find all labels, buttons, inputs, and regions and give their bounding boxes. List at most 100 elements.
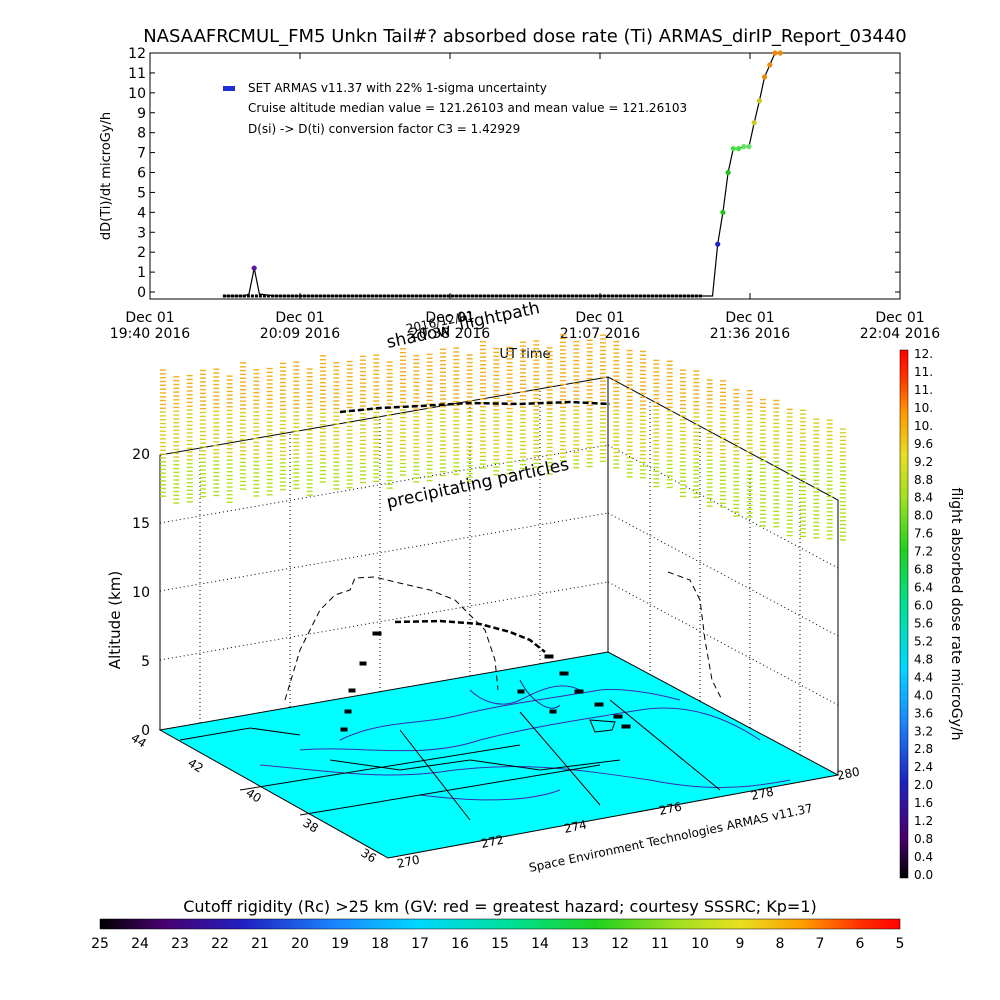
dose-colorbar-tick: 4.8 [914, 652, 933, 666]
cutoff-rigidity-tick: 25 [91, 936, 109, 952]
cutoff-rigidity-tick: 21 [251, 936, 269, 952]
lat-tick-42: 42 [185, 756, 205, 776]
cutoff-rigidity-title: Cutoff rigidity (Rc) >25 km (GV: red = g… [183, 897, 817, 916]
lat-tick-38: 38 [300, 816, 320, 836]
data-point [777, 50, 783, 56]
dose-colorbar-tick: 4.0 [914, 688, 933, 702]
cutoff-rigidity-tick: 10 [691, 936, 709, 952]
legend-line-1: SET ARMAS v11.37 with 22% 1-sigma uncert… [248, 81, 547, 95]
dose-colorbar-tick: 8.4 [914, 491, 933, 505]
dose-colorbar-tick: 0.8 [914, 832, 933, 846]
y-tick-label: 4 [137, 205, 146, 221]
data-point [767, 62, 773, 68]
altitude-shadow-profiles [284, 571, 723, 701]
dose-colorbar-tick: 7.6 [914, 527, 933, 541]
dose-colorbar-tick: 10. [914, 401, 933, 415]
y-tick-label: 0 [137, 285, 146, 301]
alt-tick-5: 5 [141, 654, 150, 670]
x-tick-label-time: 21:07 2016 [560, 326, 641, 342]
data-point [730, 146, 736, 152]
legend-line-3: D(si) -> D(ti) conversion factor C3 = 1.… [248, 122, 520, 136]
y-tick-label: 7 [137, 146, 146, 162]
cutoff-rigidity-ticks: 25 24 23 22 21 20 19 18 17 16 15 14 13 12 11 10 9 8 7 6 5 [91, 936, 904, 952]
back-wall-left [159, 376, 609, 730]
legend-swatch [223, 86, 235, 91]
dose-colorbar-tick: 9.2 [914, 455, 933, 469]
lat-tick-36: 36 [358, 846, 378, 866]
precipitating-particles-field [160, 334, 846, 541]
altitude-axis-label: Altitude (km) [106, 571, 124, 669]
dose-colorbar-tick: 9.6 [914, 437, 933, 451]
y-tick-label: 12 [128, 46, 146, 62]
lon-tick-280: 280 [836, 764, 861, 782]
x-tick-label-time: 20:38 2016 [410, 326, 491, 342]
dose-colorbar-tick: 2.0 [914, 778, 933, 792]
dose-colorbar-tick: 5.2 [914, 634, 933, 648]
legend-line-2: Cruise altitude median value = 121.26103… [248, 101, 687, 115]
y-tick-label: 6 [137, 166, 146, 182]
map-outlines [179, 679, 791, 821]
x-tick-label-time: 19:40 2016 [110, 326, 191, 342]
cutoff-rigidity-tick: 20 [291, 936, 309, 952]
dose-colorbar [899, 349, 909, 879]
dose-colorbar-tick: 8.0 [914, 509, 933, 523]
lat-tick-40: 40 [243, 786, 263, 806]
dose-colorbar-tick: 6.8 [914, 563, 933, 577]
dose-colorbar-tick: 11. [914, 383, 933, 397]
cutoff-rigidity-tick: 22 [211, 936, 229, 952]
x-tick-label-date: Dec 01 [425, 310, 474, 326]
precipitating-particles-label: precipitating particles [385, 455, 571, 513]
y-axis-label: dD(Ti)/dt microGy/h [99, 112, 114, 240]
alt-tick-10: 10 [132, 585, 150, 601]
dose-colorbar-tick: 1.6 [914, 796, 933, 810]
panel-3d: Altitude (km) 0 5 10 15 20 44 42 40 38 3… [106, 298, 861, 875]
x-tick-label-time: 22:04 2016 [860, 326, 941, 342]
data-point [715, 241, 721, 247]
data-point [720, 209, 726, 215]
dose-colorbar-tick: 0.4 [914, 850, 933, 864]
dose-colorbar-tick: 7.2 [914, 545, 933, 559]
y-tick-label: 5 [137, 185, 146, 201]
cutoff-rigidity-tick: 16 [451, 936, 469, 952]
plot-frame [149, 52, 901, 300]
x-tick-label-date: Dec 01 [875, 310, 924, 326]
lon-tick-274: 274 [563, 817, 588, 835]
y-tick-label: 9 [137, 106, 146, 122]
back-wall-right [607, 376, 839, 775]
cutoff-rigidity-colorbar [99, 918, 901, 930]
dose-colorbar-tick: 10. [914, 419, 933, 433]
alt-tick-15: 15 [132, 516, 150, 532]
dose-colorbar-tick: 5.6 [914, 616, 933, 630]
lon-tick-270: 270 [396, 852, 421, 870]
dose-colorbar-tick: 3.6 [914, 706, 933, 720]
data-point [251, 265, 257, 271]
y-tick-label: 1 [137, 265, 146, 281]
dose-colorbar-tick: 2.4 [914, 760, 933, 774]
lon-tick-272: 272 [480, 832, 505, 850]
x-tick-label-date: Dec 01 [725, 310, 774, 326]
x-tick-label-time: 21:36 2016 [710, 326, 791, 342]
lat-tick-44: 44 [128, 731, 148, 751]
dose-colorbar-tick: 2.8 [914, 742, 933, 756]
longitude-ticks: 270 272 274 276 278 280 [396, 764, 861, 870]
dose-colorbar-tick: 4.4 [914, 670, 933, 684]
data-point [761, 74, 768, 80]
lon-tick-276: 276 [658, 799, 683, 817]
legend: SET ARMAS v11.37 with 22% 1-sigma uncert… [223, 81, 687, 136]
x-tick-label-date: Dec 01 [125, 310, 174, 326]
dose-colorbar-tick: 3.2 [914, 724, 933, 738]
cutoff-rigidity-tick: 6 [856, 936, 865, 952]
y-tick-label: 3 [137, 225, 146, 241]
flightpath-label: flightpath [457, 298, 542, 335]
data-point [746, 144, 752, 150]
dose-colorbar-tick: 12. [914, 347, 933, 361]
flight-path [339, 400, 631, 732]
cutoff-rigidity-tick: 17 [411, 936, 429, 952]
data-point [751, 120, 757, 126]
data-point [772, 50, 778, 56]
y-tick-label: 11 [128, 66, 146, 82]
cutoff-rigidity-tick: 18 [371, 936, 389, 952]
data-point [735, 146, 742, 152]
